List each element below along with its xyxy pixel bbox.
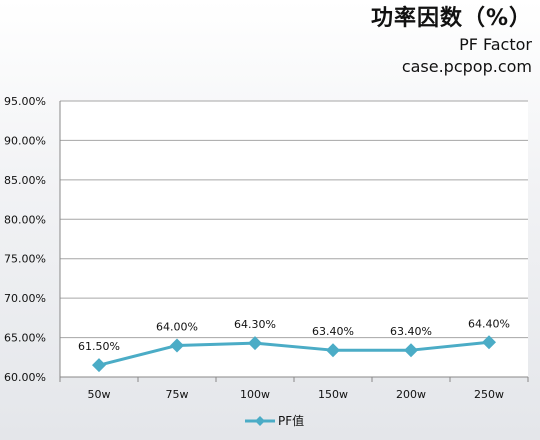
chart-subtitle: PF Factor: [459, 35, 532, 54]
title-block: 功率因数（%） PF Factor case.pcpop.com: [371, 4, 532, 78]
x-tick-label: 150w: [318, 388, 348, 401]
legend-label: PF值: [278, 413, 304, 428]
y-tick-label: 75.00%: [4, 253, 46, 266]
data-point-marker: [92, 358, 106, 373]
x-tick-label: 250w: [474, 388, 504, 401]
data-point-marker: [404, 343, 418, 358]
data-label: 64.30%: [234, 318, 276, 331]
y-tick-label: 95.00%: [4, 95, 46, 108]
y-tick-label: 70.00%: [4, 292, 46, 305]
y-tick-label: 80.00%: [4, 213, 46, 226]
y-tick-label: 60.00%: [4, 371, 46, 384]
data-point-marker: [170, 338, 184, 353]
series-line: [98, 340, 490, 367]
plot-area: [60, 101, 528, 377]
chart-title: 功率因数（%）: [370, 6, 532, 31]
x-tick-label: 50w: [88, 388, 111, 401]
data-label: 64.40%: [468, 317, 510, 330]
x-tick-label: 200w: [396, 388, 426, 401]
data-label: 63.40%: [312, 325, 354, 338]
x-tick-label: 75w: [166, 388, 189, 401]
y-tick-label: 85.00%: [4, 174, 46, 187]
data-label: 64.00%: [156, 320, 198, 333]
data-point-marker: [248, 336, 262, 351]
data-point-marker: [482, 335, 496, 350]
chart-source: case.pcpop.com: [401, 57, 532, 76]
legend-marker: [255, 416, 265, 426]
data-label: 61.50%: [78, 340, 120, 353]
data-label: 63.40%: [390, 325, 432, 338]
y-tick-label: 90.00%: [4, 134, 46, 147]
x-tick-label: 100w: [240, 388, 270, 401]
y-tick-label: 65.00%: [4, 332, 46, 345]
data-point-marker: [326, 343, 340, 358]
